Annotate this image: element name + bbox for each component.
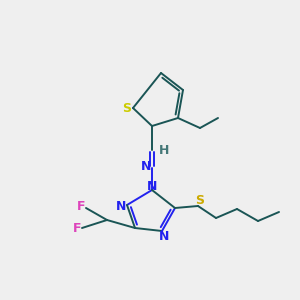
Text: F: F: [77, 200, 85, 214]
Text: N: N: [147, 179, 157, 193]
Text: S: S: [122, 103, 131, 116]
Text: F: F: [73, 223, 81, 236]
Text: S: S: [196, 194, 205, 208]
Text: H: H: [159, 145, 169, 158]
Text: N: N: [141, 160, 151, 173]
Text: N: N: [116, 200, 126, 212]
Text: N: N: [159, 230, 169, 244]
